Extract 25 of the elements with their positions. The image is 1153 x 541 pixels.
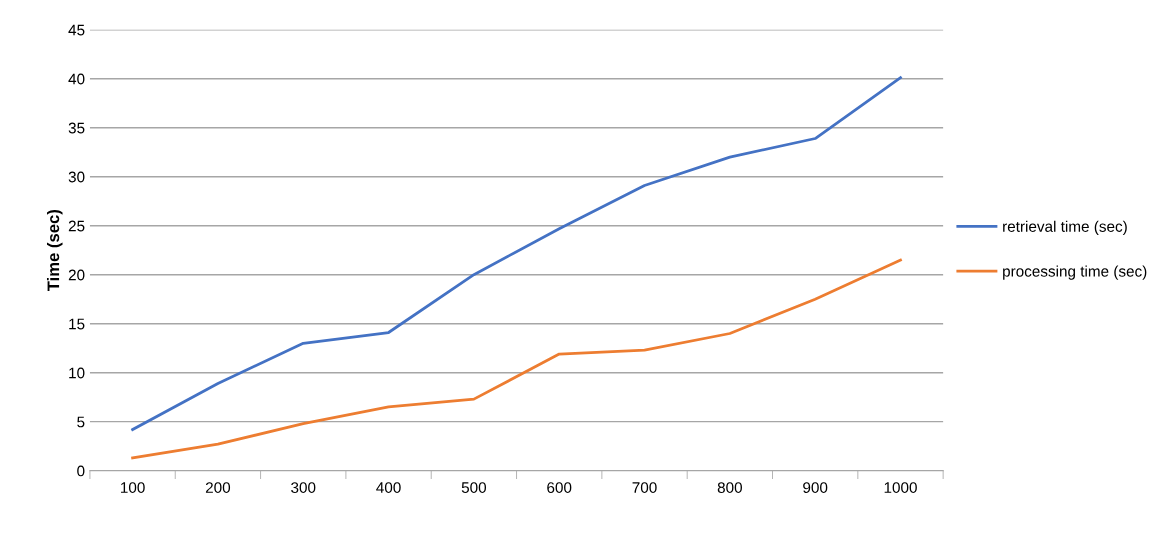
x-tick-label: 1000 bbox=[884, 482, 917, 493]
y-tick-label: 10 bbox=[69, 367, 85, 379]
line-series bbox=[131, 76, 902, 431]
x-tick-label: 800 bbox=[717, 482, 742, 493]
x-tick-label: 900 bbox=[803, 482, 828, 493]
y-tick-label: 45 bbox=[68, 24, 85, 36]
line-series bbox=[131, 258, 902, 460]
y-tick-label: 25 bbox=[68, 220, 85, 232]
y-tick-label: 30 bbox=[68, 171, 85, 183]
y-tick-label: 15 bbox=[69, 318, 85, 330]
y-tick-label: 35 bbox=[68, 122, 85, 134]
y-tick-label: 5 bbox=[77, 416, 85, 428]
y-tick-label: 20 bbox=[68, 269, 85, 281]
y-tick-label: 0 bbox=[77, 465, 85, 477]
x-tick-label: 600 bbox=[547, 482, 572, 493]
y-tick-label: 40 bbox=[68, 73, 85, 85]
x-tick-label: 500 bbox=[461, 482, 487, 493]
y-axis-title: Time (sec) bbox=[46, 209, 63, 292]
x-tick-label: 700 bbox=[632, 482, 657, 493]
x-tick-label: 100 bbox=[121, 482, 145, 493]
legend-label: retrieval time (sec) bbox=[1003, 220, 1127, 235]
legend-label: processing time (sec) bbox=[1003, 265, 1147, 280]
x-tick-label: 200 bbox=[205, 482, 231, 493]
x-tick-label: 400 bbox=[376, 482, 401, 493]
x-tick-label: 300 bbox=[291, 482, 316, 493]
